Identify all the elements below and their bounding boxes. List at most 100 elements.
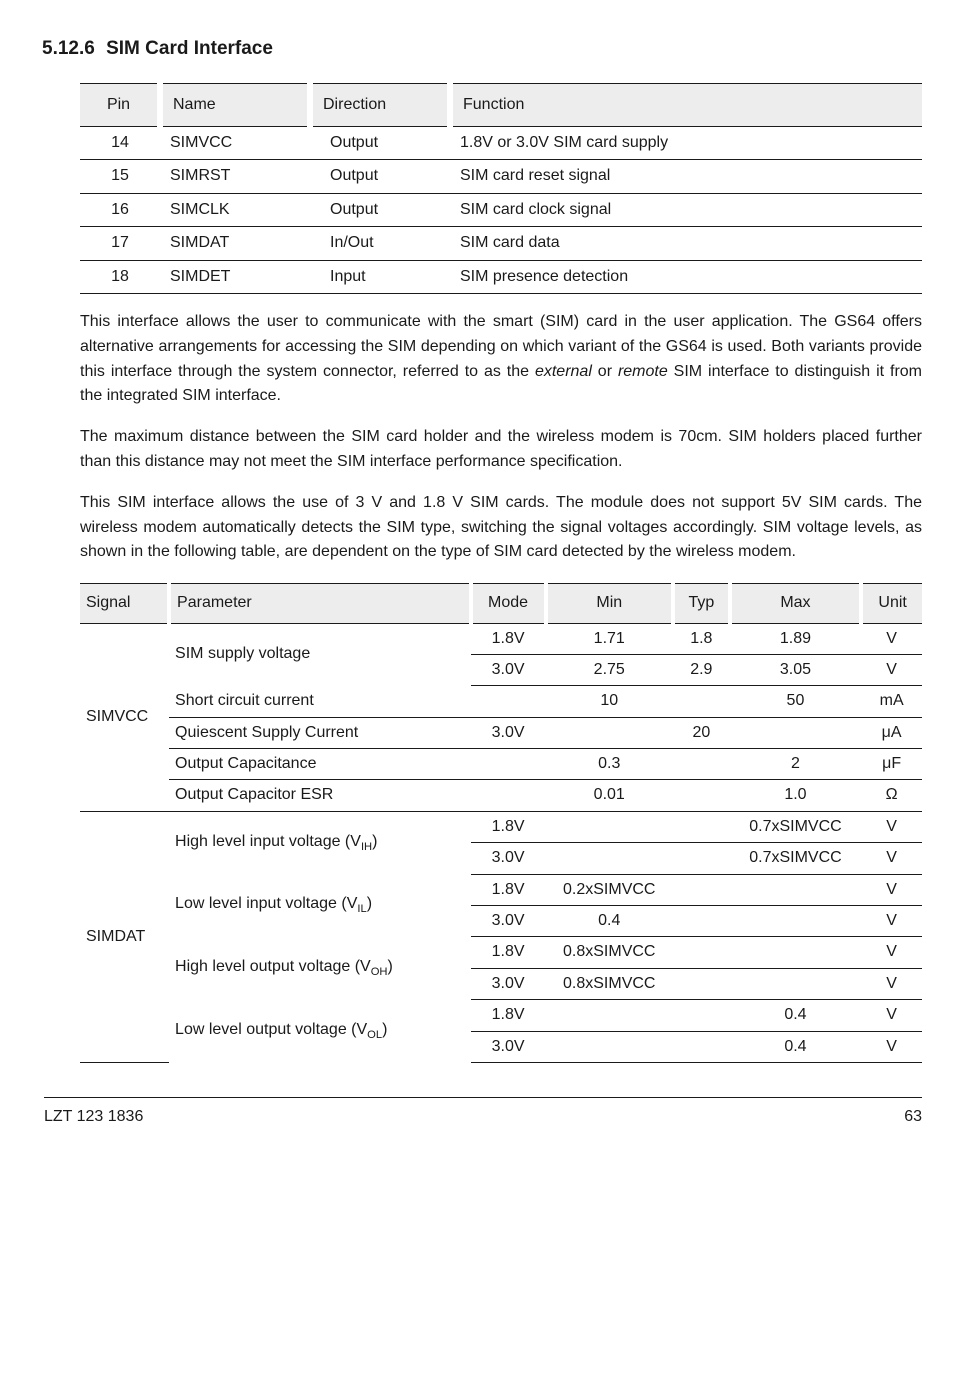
cell-parameter: Low level input voltage (VIL) [169, 874, 471, 937]
signal-parameters-table: Signal Parameter Mode Min Typ Max Unit S… [80, 583, 922, 1063]
cell-signal: SIMVCC [80, 623, 169, 811]
cell-mode [471, 749, 546, 780]
cell-typ: 20 [673, 717, 730, 748]
cell-unit: V [861, 811, 922, 842]
table-row: 18SIMDETInputSIM presence detection [80, 260, 922, 293]
cell-min: 10 [546, 686, 674, 717]
table-row: SIMVCCSIM supply voltage1.8V1.711.81.89V [80, 623, 922, 654]
cell-unit: V [861, 654, 922, 685]
cell-function: 1.8V or 3.0V SIM card supply [450, 126, 922, 159]
cell-min: 0.2xSIMVCC [546, 874, 674, 905]
cell-min: 2.75 [546, 654, 674, 685]
cell-typ [673, 686, 730, 717]
cell-mode: 3.0V [471, 654, 546, 685]
section-number: 5.12.6 [42, 36, 95, 63]
cell-typ [673, 874, 730, 905]
cell-typ [673, 843, 730, 874]
col-header-name: Name [160, 83, 310, 126]
cell-typ [673, 811, 730, 842]
cell-min [546, 1000, 674, 1031]
cell-unit: μF [861, 749, 922, 780]
cell-typ [673, 1000, 730, 1031]
cell-max: 0.4 [730, 1000, 862, 1031]
cell-min: 1.71 [546, 623, 674, 654]
cell-typ [673, 906, 730, 937]
cell-direction: Input [310, 260, 450, 293]
cell-unit: μA [861, 717, 922, 748]
cell-min [546, 1031, 674, 1062]
col-header-mode: Mode [471, 584, 546, 623]
cell-function: SIM card clock signal [450, 193, 922, 226]
cell-name: SIMDET [160, 260, 310, 293]
footer-doc-id: LZT 123 1836 [44, 1106, 143, 1128]
cell-direction: Output [310, 193, 450, 226]
cell-mode: 3.0V [471, 717, 546, 748]
cell-unit: V [861, 937, 922, 968]
col-header-max: Max [730, 584, 862, 623]
cell-unit: V [861, 843, 922, 874]
cell-pin: 15 [80, 160, 160, 193]
cell-typ [673, 749, 730, 780]
col-header-parameter: Parameter [169, 584, 471, 623]
cell-max: 50 [730, 686, 862, 717]
col-header-signal: Signal [80, 584, 169, 623]
cell-unit: mA [861, 686, 922, 717]
table-row: 17SIMDATIn/OutSIM card data [80, 227, 922, 260]
paragraph-3: This SIM interface allows the use of 3 V… [80, 491, 922, 565]
cell-mode: 3.0V [471, 906, 546, 937]
cell-typ [673, 780, 730, 811]
cell-max: 2 [730, 749, 862, 780]
cell-pin: 17 [80, 227, 160, 260]
cell-max: 1.89 [730, 623, 862, 654]
col-header-unit: Unit [861, 584, 922, 623]
cell-min: 0.4 [546, 906, 674, 937]
cell-mode: 1.8V [471, 623, 546, 654]
cell-parameter: High level output voltage (VOH) [169, 937, 471, 1000]
cell-direction: Output [310, 126, 450, 159]
cell-min: 0.8xSIMVCC [546, 937, 674, 968]
cell-unit: V [861, 874, 922, 905]
cell-max: 0.7xSIMVCC [730, 843, 862, 874]
cell-max [730, 968, 862, 999]
cell-mode: 1.8V [471, 1000, 546, 1031]
cell-max: 1.0 [730, 780, 862, 811]
footer-page-number: 63 [904, 1106, 922, 1128]
cell-unit: V [861, 906, 922, 937]
cell-typ [673, 968, 730, 999]
cell-min: 0.3 [546, 749, 674, 780]
cell-max [730, 874, 862, 905]
cell-typ [673, 937, 730, 968]
cell-parameter: Low level output voltage (VOL) [169, 1000, 471, 1063]
cell-parameter: SIM supply voltage [169, 623, 471, 686]
cell-max: 3.05 [730, 654, 862, 685]
cell-mode: 1.8V [471, 937, 546, 968]
cell-unit: V [861, 1031, 922, 1062]
cell-name: SIMCLK [160, 193, 310, 226]
cell-function: SIM card data [450, 227, 922, 260]
table-row: Output Capacitance0.32μF [80, 749, 922, 780]
cell-typ: 1.8 [673, 623, 730, 654]
cell-pin: 14 [80, 126, 160, 159]
cell-min: 0.8xSIMVCC [546, 968, 674, 999]
table-row: 16SIMCLKOutputSIM card clock signal [80, 193, 922, 226]
cell-typ: 2.9 [673, 654, 730, 685]
section-title: SIM Card Interface [106, 38, 273, 59]
table-row: Output Capacitor ESR0.011.0Ω [80, 780, 922, 811]
cell-parameter: Short circuit current [169, 686, 471, 717]
cell-min [546, 843, 674, 874]
col-header-typ: Typ [673, 584, 730, 623]
cell-parameter: High level input voltage (VIH) [169, 811, 471, 874]
cell-max: 0.7xSIMVCC [730, 811, 862, 842]
table-row: Low level output voltage (VOL)1.8V0.4V [80, 1000, 922, 1031]
cell-direction: Output [310, 160, 450, 193]
table-row: Short circuit current 10 50mA [80, 686, 922, 717]
cell-name: SIMRST [160, 160, 310, 193]
cell-direction: In/Out [310, 227, 450, 260]
table-row: High level output voltage (VOH)1.8V0.8xS… [80, 937, 922, 968]
cell-parameter: Quiescent Supply Current [169, 717, 471, 748]
table-row: 14SIMVCCOutput1.8V or 3.0V SIM card supp… [80, 126, 922, 159]
cell-mode: 3.0V [471, 1031, 546, 1062]
cell-min [546, 811, 674, 842]
cell-unit: V [861, 1000, 922, 1031]
cell-parameter: Output Capacitor ESR [169, 780, 471, 811]
